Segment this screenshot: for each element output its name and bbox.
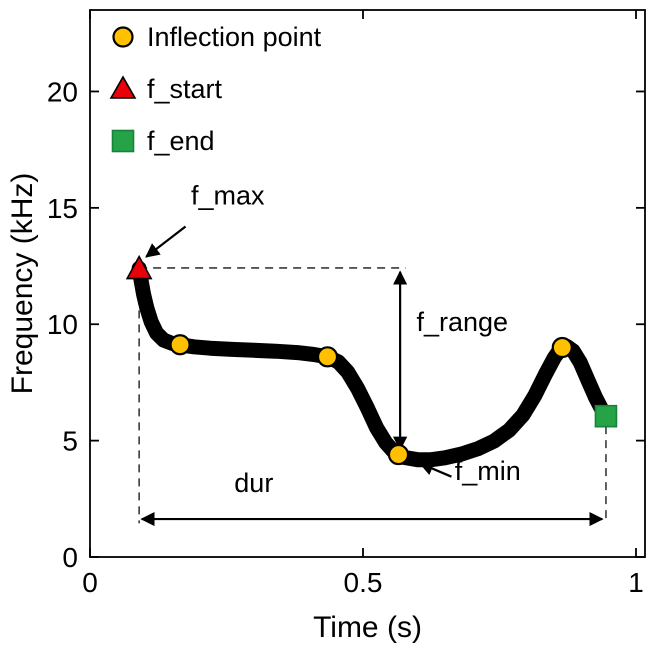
x-axis-label: Time (s)	[313, 611, 422, 644]
f-range-label: f_range	[417, 307, 509, 337]
inflection-point-marker-3	[387, 443, 410, 466]
inflection-point-marker-2	[316, 346, 339, 368]
y-tick-label-0: 0	[62, 542, 78, 573]
y-tick-label-5: 5	[62, 426, 78, 457]
f-end-marker	[594, 404, 618, 428]
legend-inflection-point-icon	[112, 26, 134, 48]
frequency-contour-line	[131, 260, 614, 468]
legend-label-1: Inflection point	[147, 22, 322, 52]
legend: Inflection point f_start f_end	[109, 22, 322, 156]
legend-f-end-icon	[111, 129, 135, 153]
inflection-point-marker-1	[169, 334, 191, 356]
f-max-arrow	[145, 225, 187, 258]
legend-label-2: f_start	[147, 74, 223, 104]
x-tick-label-0.5: 0.5	[344, 567, 383, 598]
legend-label-3: f_end	[147, 126, 215, 156]
legend-f-start-icon	[109, 75, 137, 99]
x-tick-label-1: 1	[628, 567, 644, 598]
y-tick-label-20: 20	[47, 76, 78, 107]
plot-frame	[89, 9, 646, 558]
y-tick-label-10: 10	[47, 309, 78, 340]
f-start-marker	[125, 254, 153, 280]
x-tick-label-0: 0	[82, 567, 98, 598]
inflection-point-marker-4	[551, 336, 573, 359]
y-tick-label-15: 15	[47, 193, 78, 224]
y-axis-label: Frequency (kHz)	[6, 173, 39, 395]
f-max-label: f_max	[191, 180, 265, 210]
dur-label: dur	[234, 468, 273, 498]
f-min-label: f_min	[455, 456, 521, 486]
